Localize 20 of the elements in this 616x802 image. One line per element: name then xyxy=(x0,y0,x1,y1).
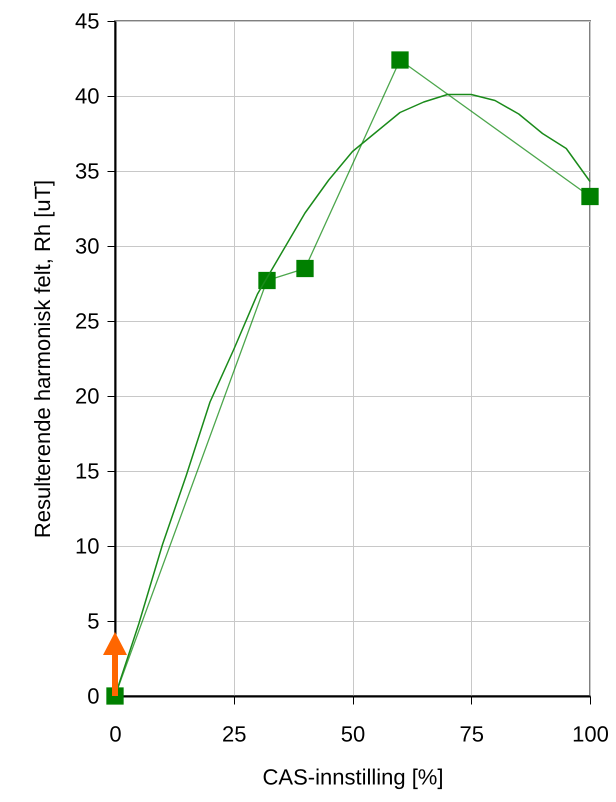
y-tick-label: 25 xyxy=(75,308,100,334)
y-tick-label: 40 xyxy=(75,84,100,108)
x-tick-label: 75 xyxy=(460,722,484,746)
y-tick-label: 10 xyxy=(75,534,100,558)
x-tick-label: 100 xyxy=(572,722,609,746)
y-tick-label: 35 xyxy=(75,158,100,184)
point xyxy=(581,188,599,206)
y-axis-title: Resulterende harmonisk felt, Rh [uT] xyxy=(30,180,56,538)
y-tick-label: 20 xyxy=(75,384,100,408)
y-tick-label: 0 xyxy=(87,684,100,708)
point xyxy=(391,51,409,69)
point xyxy=(296,260,314,278)
x-tick-label: 25 xyxy=(222,722,246,746)
y-tick-label: 45 xyxy=(75,8,100,34)
y-tick-label: 5 xyxy=(87,608,100,634)
x-tick-label: 0 xyxy=(109,722,122,746)
y-tick-label: 15 xyxy=(75,458,100,484)
x-tick-label: 50 xyxy=(340,722,366,746)
y-tick-label: 30 xyxy=(75,234,100,258)
x-axis-title: CAS-innstilling [%] xyxy=(262,764,444,790)
